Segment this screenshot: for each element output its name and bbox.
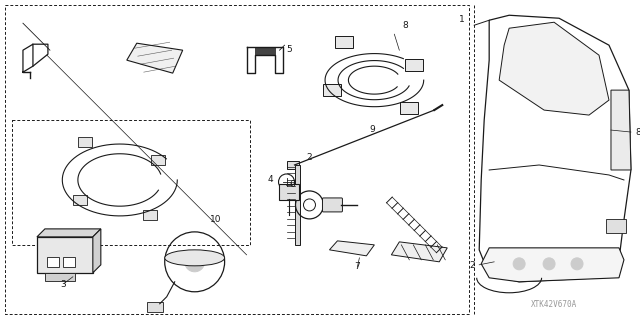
FancyBboxPatch shape xyxy=(151,155,164,165)
Text: 8: 8 xyxy=(635,128,640,137)
Polygon shape xyxy=(330,241,374,256)
Text: 3: 3 xyxy=(60,280,66,289)
FancyBboxPatch shape xyxy=(401,102,419,114)
Circle shape xyxy=(571,258,583,270)
Circle shape xyxy=(513,258,525,270)
FancyBboxPatch shape xyxy=(143,210,157,220)
Bar xyxy=(287,161,298,169)
Text: 5: 5 xyxy=(287,45,292,54)
Text: 9: 9 xyxy=(369,125,375,134)
Text: XTK42V670A: XTK42V670A xyxy=(531,300,577,309)
FancyBboxPatch shape xyxy=(335,36,353,48)
Bar xyxy=(147,302,163,312)
Text: 8: 8 xyxy=(403,21,408,30)
FancyBboxPatch shape xyxy=(405,59,423,71)
Polygon shape xyxy=(127,43,182,73)
Bar xyxy=(47,257,59,267)
Text: 6: 6 xyxy=(289,180,295,189)
Circle shape xyxy=(543,258,555,270)
Text: 10: 10 xyxy=(210,215,221,224)
Text: 1: 1 xyxy=(458,15,464,24)
Polygon shape xyxy=(37,237,93,273)
Polygon shape xyxy=(37,229,101,237)
FancyBboxPatch shape xyxy=(78,137,92,147)
Bar xyxy=(12,120,250,245)
Text: 4: 4 xyxy=(268,175,273,184)
Circle shape xyxy=(185,252,205,272)
Polygon shape xyxy=(391,242,447,262)
FancyBboxPatch shape xyxy=(278,184,298,200)
FancyBboxPatch shape xyxy=(323,198,342,212)
Text: 2: 2 xyxy=(307,153,312,162)
FancyBboxPatch shape xyxy=(606,219,626,233)
Bar xyxy=(5,5,469,314)
Bar xyxy=(294,165,301,245)
Polygon shape xyxy=(93,229,101,273)
Polygon shape xyxy=(481,248,624,282)
Bar xyxy=(63,257,75,267)
Ellipse shape xyxy=(164,250,225,266)
Text: 2: 2 xyxy=(470,261,476,270)
Bar xyxy=(45,273,75,281)
Polygon shape xyxy=(479,15,631,282)
Polygon shape xyxy=(255,47,275,55)
Polygon shape xyxy=(499,22,609,115)
FancyBboxPatch shape xyxy=(73,195,87,205)
FancyBboxPatch shape xyxy=(323,84,341,96)
Polygon shape xyxy=(611,90,631,170)
Text: 7: 7 xyxy=(355,262,360,271)
